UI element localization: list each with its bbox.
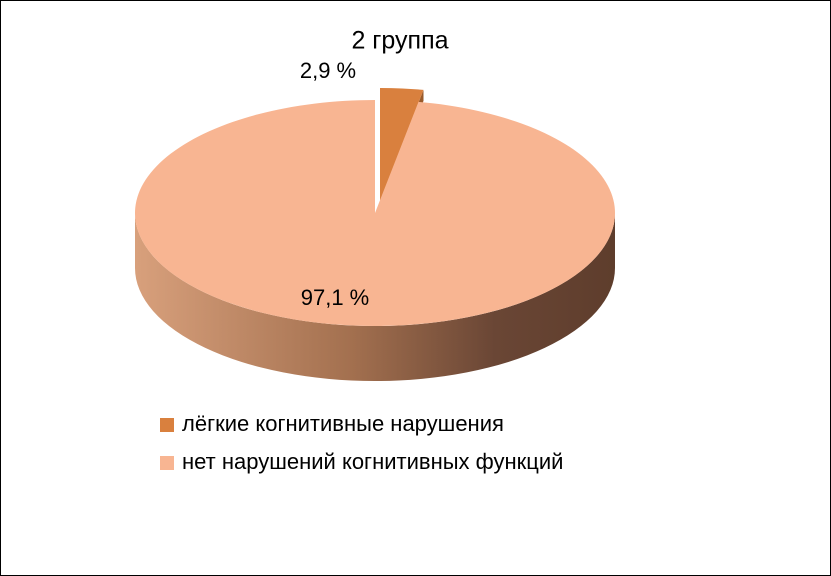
data-label: 97,1 % (301, 285, 370, 310)
data-label: 2,9 % (300, 58, 356, 83)
pie-side (135, 213, 615, 381)
pie-slice (135, 100, 615, 326)
legend-label: нет нарушений когнитивных функций (182, 449, 563, 474)
legend-swatch (160, 418, 174, 432)
chart-title: 2 группа (351, 27, 448, 55)
legend-swatch (160, 456, 174, 470)
legend-label: лёгкие когнитивные нарушения (182, 411, 504, 436)
